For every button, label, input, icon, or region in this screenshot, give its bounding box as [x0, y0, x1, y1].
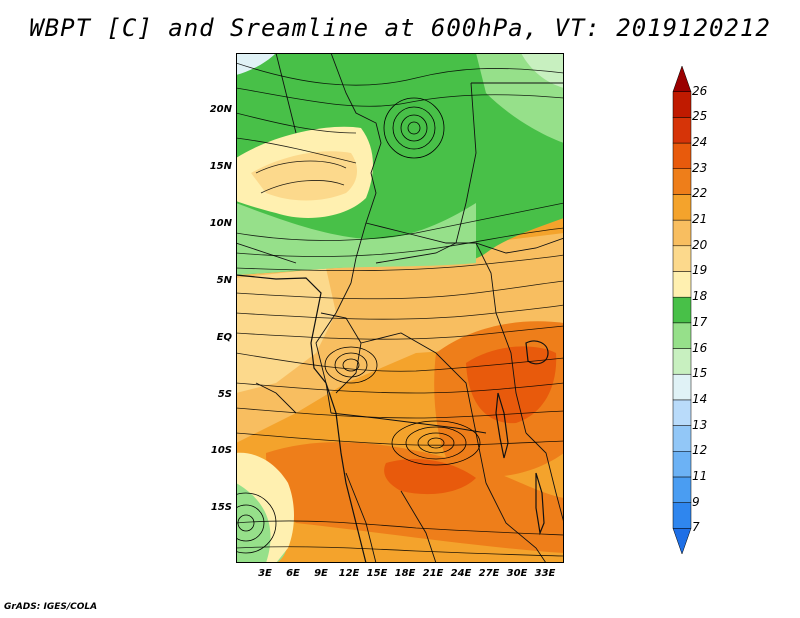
colorbar-segment	[672, 322, 692, 349]
colorbar-segment	[672, 502, 692, 529]
lon-label-27e: 27E	[478, 568, 500, 579]
colorbar-label: 7	[692, 520, 700, 535]
lake-victoria	[525, 340, 549, 365]
colorbar-segment	[672, 399, 692, 426]
colorbar-segment	[672, 373, 692, 401]
colorbar-segment	[672, 528, 692, 555]
colorbar-label: 14	[692, 391, 708, 406]
colorbar-segment	[672, 348, 692, 375]
colorbar-label: 11	[692, 468, 708, 483]
colorbar	[672, 65, 692, 555]
map-panel	[236, 53, 564, 563]
colorbar-segment	[672, 476, 692, 503]
colorbar-label: 17	[692, 314, 708, 329]
vortex-north	[383, 97, 445, 159]
vortex-southwest	[236, 492, 277, 554]
colorbar-segment	[672, 117, 692, 144]
lon-label-21e: 21E	[422, 568, 444, 579]
lat-label-15s: 15S	[210, 502, 232, 513]
lon-label-18e: 18E	[394, 568, 416, 579]
colorbar-label: 13	[692, 417, 708, 432]
colorbar-label: 22	[692, 186, 708, 201]
lon-label-24e: 24E	[450, 568, 472, 579]
colorbar-label: 18	[692, 289, 708, 304]
coastline	[236, 274, 367, 563]
colorbar-segment	[672, 451, 692, 478]
lat-label-eq: EQ	[216, 332, 232, 343]
lat-label-10n: 10N	[209, 218, 232, 229]
lon-label-9e: 9E	[314, 568, 328, 579]
streamlines	[236, 62, 564, 557]
colorbar-label: 15	[692, 366, 708, 381]
lat-label-20n: 20N	[209, 104, 232, 115]
colorbar-label: 20	[692, 237, 708, 252]
shade-redorange-south	[384, 458, 476, 495]
lon-label-3e: 3E	[258, 568, 272, 579]
shade-cyan-nw	[236, 53, 276, 75]
lon-label-6e: 6E	[286, 568, 300, 579]
lon-label-33e: 33E	[534, 568, 556, 579]
colorbar-segment	[672, 194, 692, 221]
footer-credit: GrADS: IGES/COLA	[4, 602, 98, 612]
lake-tanganyika	[495, 392, 509, 459]
colorbar-label: 24	[692, 135, 708, 150]
shade-green-light-band	[236, 203, 476, 275]
shade-orange-core-south	[266, 442, 564, 553]
shade-tan-nw	[251, 151, 358, 201]
colorbar-segment	[672, 168, 692, 195]
lon-label-30e: 30E	[506, 568, 528, 579]
colorbar-segment	[672, 425, 692, 452]
colorbar-label: 21	[692, 212, 708, 227]
colorbar-label: 19	[692, 263, 708, 278]
colorbar-segment	[672, 296, 692, 324]
colorbar-segment	[672, 219, 692, 247]
map-frame	[236, 53, 564, 563]
lat-label-5n: 5N	[216, 275, 232, 286]
shade-yellow-sw	[236, 452, 294, 563]
colorbar-label: 9	[692, 494, 700, 509]
colorbar-segment	[672, 245, 692, 272]
lon-label-15e: 15E	[366, 568, 388, 579]
colorbar-label: 16	[692, 340, 708, 355]
colorbar-segments	[672, 65, 692, 555]
colorbar-label: 26	[692, 83, 708, 98]
colorbar-label: 12	[692, 443, 708, 458]
colorbar-segment	[672, 271, 692, 298]
colorbar-segment	[672, 142, 692, 169]
shade-tan-west	[236, 268, 336, 393]
colorbar-label: 25	[692, 109, 708, 124]
colorbar-segment	[672, 65, 692, 92]
colorbar-label: 23	[692, 160, 708, 175]
lat-label-15n: 15N	[209, 161, 232, 172]
lat-label-10s: 10S	[210, 445, 232, 456]
colorbar-segment	[672, 91, 692, 118]
vortex-west	[324, 346, 378, 384]
lat-label-5s: 5S	[217, 389, 232, 400]
vortex-south	[391, 420, 481, 466]
lake-malawi	[535, 472, 545, 536]
chart-title: WBPT [C] and Sreamline at 600hPa, VT: 20…	[29, 14, 771, 42]
lon-label-12e: 12E	[338, 568, 360, 579]
